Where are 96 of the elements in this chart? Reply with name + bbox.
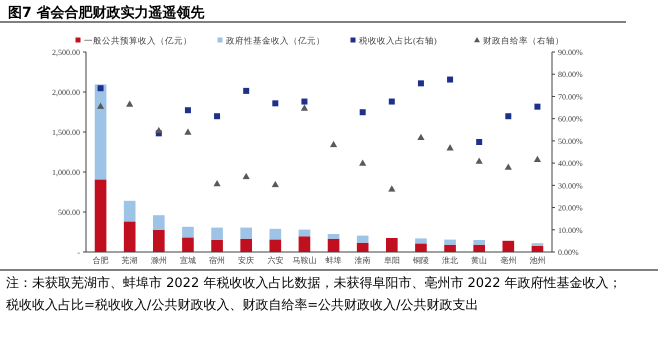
bar <box>240 238 252 252</box>
x-tick-label: 亳州 <box>500 256 516 265</box>
bar <box>328 238 340 252</box>
x-tick-label: 合肥 <box>92 256 109 265</box>
x-tick-label: 淮北 <box>442 256 458 265</box>
x-tick-label: 六安 <box>267 256 284 265</box>
x-tick-label: 黄山 <box>471 256 488 265</box>
point <box>418 80 424 86</box>
bar <box>240 228 252 239</box>
bar <box>298 236 310 252</box>
bar <box>152 215 165 230</box>
point <box>272 180 279 188</box>
x-tick-label: 阜阳 <box>384 256 400 265</box>
y2-tick-label: 10.00% <box>558 226 583 235</box>
x-tick-label: 铜陵 <box>412 256 429 265</box>
y2-tick-label: 60.00% <box>558 114 583 124</box>
point <box>505 113 512 120</box>
y2-tick-label: 70.00% <box>558 92 583 102</box>
x-tick-label: 宿州 <box>209 256 226 265</box>
x-tick-label: 宣城 <box>180 256 196 265</box>
bar <box>124 222 136 252</box>
point <box>388 98 395 105</box>
point <box>534 104 540 110</box>
bar <box>124 200 136 222</box>
bar <box>415 238 427 244</box>
point <box>155 126 162 134</box>
bar <box>532 243 544 246</box>
bar <box>444 244 456 252</box>
point <box>242 172 250 180</box>
y-tick-label: 2,000.00 <box>52 88 80 97</box>
y2-tick-label: 0.00% <box>558 248 579 257</box>
point <box>330 140 338 148</box>
point <box>476 139 482 145</box>
point <box>447 76 454 83</box>
x-tick-label: 安庆 <box>238 256 254 265</box>
legend-label: 一般公共预算收入（亿元） <box>84 36 192 46</box>
point <box>534 156 542 162</box>
bar <box>152 230 165 252</box>
text: 注：未获取芜湖市、蚌埠市 2022 年税收收入占比数据，未获得阜阳市、亳州市 2022 年政府性基金收入；税收收入占比=税收收入/公共财政收入、财政自给率=公共财政收入/公共财政支出 <box>6 275 622 313</box>
bar <box>473 240 486 245</box>
y2-tick-label: 80.00% <box>558 70 583 80</box>
point <box>476 158 483 164</box>
point <box>184 128 192 135</box>
point <box>417 134 425 140</box>
bar <box>94 84 106 180</box>
point <box>214 113 220 120</box>
y-tick-label: 2,500.00 <box>52 48 80 57</box>
x-tick-label: 淮南 <box>354 256 371 265</box>
y-tick-label: 1,500.00 <box>52 128 80 137</box>
bar <box>211 228 223 240</box>
bar <box>356 236 369 243</box>
bar <box>182 226 194 238</box>
y-tick-label: 1,000.00 <box>52 168 80 177</box>
point <box>126 100 134 107</box>
y2-tick-label: 20.00% <box>558 204 583 213</box>
bar <box>502 240 514 252</box>
point <box>213 180 221 186</box>
y-tick-label: 500.00 <box>58 208 80 217</box>
point <box>243 88 250 94</box>
x-tick-label: 蚌埠 <box>326 256 342 265</box>
y2-tick-label: 30.00% <box>558 181 583 190</box>
point <box>360 109 366 116</box>
bar <box>182 238 194 252</box>
bar <box>444 240 456 245</box>
bar <box>298 230 310 236</box>
point <box>272 100 278 106</box>
legend-label: 政府性基金收入（亿元） <box>226 36 325 46</box>
point <box>388 185 396 192</box>
bar <box>532 246 544 252</box>
x-tick-label: 滁州 <box>150 256 167 265</box>
point <box>98 85 104 92</box>
x-tick-label: 池州 <box>529 256 546 265</box>
point <box>446 144 454 150</box>
x-tick-label: 马鞍山 <box>292 256 316 265</box>
y2-tick-label: 50.00% <box>558 136 583 146</box>
point <box>301 98 308 105</box>
x-tick-label: 芜湖 <box>122 256 138 265</box>
y-tick-label: - <box>77 248 80 257</box>
y2-tick-label: 90.00% <box>558 48 583 57</box>
bar <box>328 234 340 239</box>
y2-tick-label: 40.00% <box>558 159 583 168</box>
chart-title: 图7 省会合肥财政实力遥遥领先 <box>8 4 205 21</box>
bar <box>94 180 106 252</box>
legend-label: 税收收入占比(右轴) <box>359 36 437 46</box>
legend-label: 财政自给率（右轴） <box>483 36 564 46</box>
bar <box>269 240 282 252</box>
point <box>184 107 191 114</box>
bar <box>415 244 427 252</box>
point <box>300 104 308 111</box>
bar <box>356 242 369 252</box>
bar <box>211 240 223 252</box>
point <box>359 160 366 166</box>
bar <box>386 238 398 252</box>
point <box>504 164 512 170</box>
bar <box>269 228 282 240</box>
point <box>96 102 104 109</box>
